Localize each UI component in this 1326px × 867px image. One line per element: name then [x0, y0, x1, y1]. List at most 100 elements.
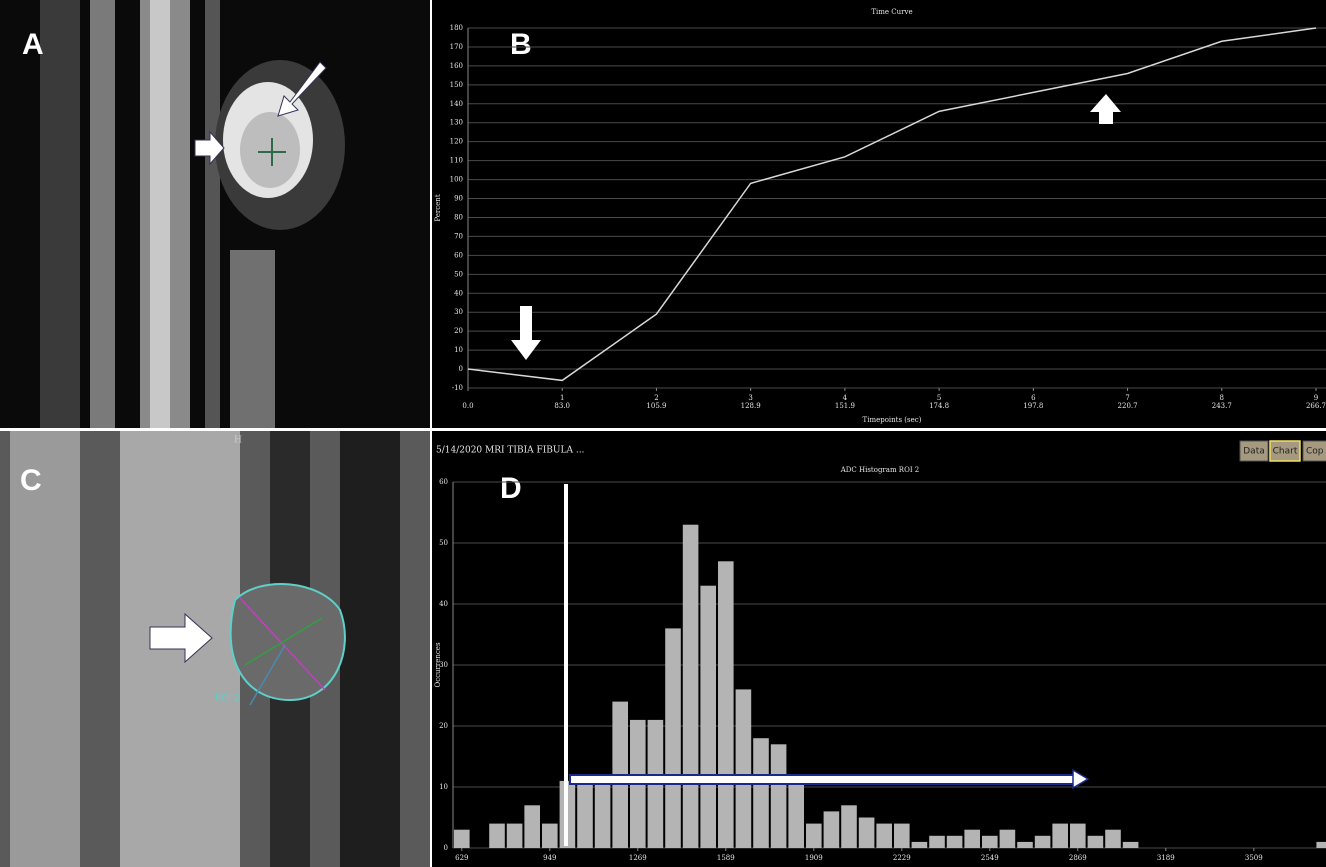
x-tick-index: 3	[748, 394, 752, 402]
histogram-bar	[947, 836, 963, 848]
chart-title: ADC Histogram ROI 2	[840, 466, 920, 474]
roi-label: ROI 2	[215, 694, 240, 704]
y-tick-label: 0	[459, 365, 463, 373]
histogram-bar	[929, 836, 945, 848]
histogram-bar	[894, 824, 910, 848]
histogram-bar	[806, 824, 822, 848]
figure: ROI 2 H 5/14/2020 MRI TIBIA FIBULA ... D…	[0, 0, 1326, 867]
copy-button-label[interactable]: Cop	[1306, 447, 1324, 457]
x-tick-label: 83.0	[554, 402, 570, 410]
mri-image-c: ROI 2 H	[0, 431, 430, 867]
x-tick-index: 2	[654, 394, 658, 402]
histogram-bar	[489, 824, 505, 848]
x-tick-index: 7	[1125, 394, 1129, 402]
y-tick-label: 10	[439, 783, 448, 791]
y-axis-label: Occurrences	[434, 642, 442, 687]
y-tick-label: 20	[454, 327, 463, 335]
y-tick-label: 50	[454, 270, 463, 278]
x-tick-label: 1589	[717, 854, 735, 862]
y-tick-label: 130	[450, 119, 463, 127]
x-tick-label: 197.8	[1023, 402, 1043, 410]
x-tick-label: 2869	[1069, 854, 1087, 862]
y-tick-label: 0	[444, 844, 448, 852]
y-tick-label: 140	[450, 100, 463, 108]
histogram-bar	[876, 824, 892, 848]
histogram-bar	[824, 811, 840, 848]
histogram-bar	[595, 781, 611, 848]
histogram-bar	[912, 842, 928, 848]
histogram-bar	[700, 586, 716, 848]
histogram-bar	[1105, 830, 1121, 848]
x-tick-index: 4	[843, 394, 848, 402]
histogram-bar	[1123, 842, 1139, 848]
viewer-header: 5/14/2020 MRI TIBIA FIBULA ...	[436, 446, 585, 456]
x-tick-label: 1269	[629, 854, 647, 862]
y-tick-label: 150	[450, 81, 463, 89]
y-axis-label: Percent	[434, 194, 442, 221]
x-tick-index: 1	[560, 394, 564, 402]
panel-label: D	[500, 472, 522, 505]
y-tick-label: 50	[439, 539, 448, 547]
histogram-bar	[718, 561, 734, 848]
histogram-bar	[454, 830, 470, 848]
histogram-bar	[736, 689, 752, 848]
y-tick-label: 120	[450, 138, 463, 146]
histogram-bar	[577, 781, 593, 848]
x-tick-label: 266.7	[1306, 402, 1326, 410]
histogram-bar	[1088, 836, 1104, 848]
chart-b-background	[432, 0, 1326, 428]
chart-title: Time Curve	[871, 8, 912, 16]
x-tick-label: 949	[543, 854, 556, 862]
y-tick-label: 40	[439, 600, 448, 608]
y-tick-label: -10	[452, 384, 463, 392]
y-tick-label: 40	[454, 289, 463, 297]
x-tick-label: 174.8	[929, 402, 949, 410]
data-button-label[interactable]: Data	[1243, 447, 1265, 457]
histogram-bar	[665, 628, 681, 848]
y-tick-label: 30	[454, 308, 463, 316]
histogram-bar	[524, 805, 540, 848]
y-tick-label: 160	[450, 62, 463, 70]
histogram-bar	[1070, 824, 1086, 848]
y-tick-label: 10	[454, 346, 463, 354]
panel-label: B	[510, 28, 532, 61]
x-tick-label: 629	[455, 854, 468, 862]
histogram-bar	[982, 836, 998, 848]
y-tick-label: 90	[454, 195, 463, 203]
y-tick-label: 20	[439, 722, 448, 730]
x-tick-label: 2549	[981, 854, 999, 862]
histogram-bar	[1052, 824, 1068, 848]
x-tick-index: 6	[1031, 394, 1036, 402]
mri-image-a	[0, 0, 430, 428]
panel-label: C	[20, 464, 42, 497]
y-tick-label: 60	[439, 478, 448, 486]
x-tick-index: 9	[1314, 394, 1318, 402]
x-tick-label: 151.9	[835, 402, 855, 410]
histogram-bar	[1000, 830, 1016, 848]
x-tick-label: 3189	[1157, 854, 1175, 862]
x-tick-label: 1909	[805, 854, 823, 862]
panel-label: A	[22, 28, 44, 61]
chart-button-label[interactable]: Chart	[1273, 447, 1298, 457]
x-tick-label: 220.7	[1118, 402, 1138, 410]
y-tick-label: 80	[454, 213, 463, 221]
histogram-bar	[1017, 842, 1033, 848]
orientation-label: H	[234, 436, 242, 446]
histogram-bar	[753, 738, 769, 848]
y-tick-label: 60	[454, 251, 463, 259]
histogram-bar	[964, 830, 980, 848]
y-tick-label: 100	[450, 176, 463, 184]
y-tick-label: 180	[450, 24, 463, 32]
histogram-bar	[1035, 836, 1051, 848]
x-tick-label: 105.9	[646, 402, 666, 410]
x-tick-label: 3509	[1245, 854, 1263, 862]
x-tick-label: 243.7	[1212, 402, 1232, 410]
x-tick-index: 5	[937, 394, 941, 402]
histogram-bar	[771, 744, 787, 848]
histogram-bar	[683, 525, 699, 848]
y-tick-label: 110	[450, 157, 463, 165]
page: ROI 2 H 5/14/2020 MRI TIBIA FIBULA ... D…	[0, 0, 1326, 867]
histogram-bar	[542, 824, 558, 848]
x-tick-label: 2229	[893, 854, 911, 862]
y-tick-label: 170	[450, 43, 463, 51]
